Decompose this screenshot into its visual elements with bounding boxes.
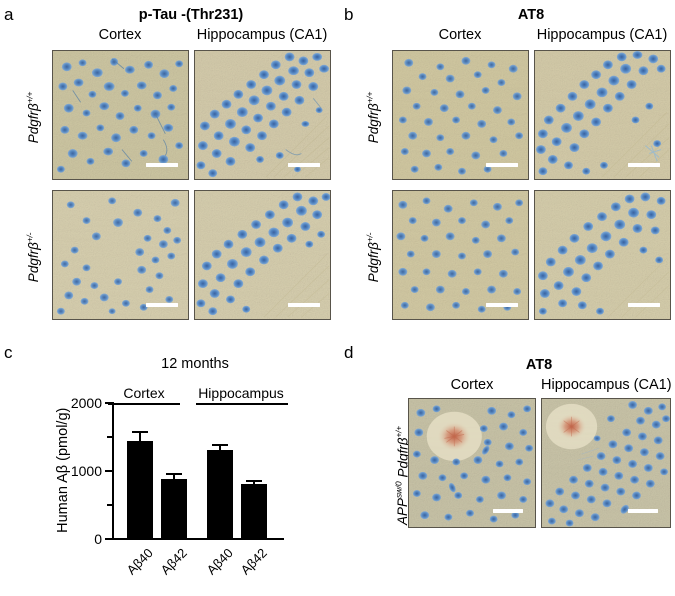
micrograph-d-hippocampus [541,398,671,528]
scale-bar-icon [146,303,178,307]
chart-bar-hippocampus-abeta42 [241,484,267,538]
scale-bar-icon [628,509,658,513]
chart-errorbar-cap-hippocampus-abeta42 [246,480,262,482]
chart-bar-cortex-abeta42 [161,479,187,538]
panel-d-column-cortex: Cortex [450,377,494,393]
scale-bar-icon [288,163,320,167]
chart-y-axis [112,402,114,540]
micrograph-b-hippocampus-wt [534,50,671,180]
panel-b-row-label-het: Pdgfrβ+/- [364,232,382,283]
scale-bar-icon [493,509,523,513]
panel-a-column-cortex: Cortex [98,27,142,43]
panel-b-row-label-wildtype: Pdgfrβ+/+ [364,91,382,144]
panel-letter-d: d [344,343,354,362]
chart-ytick-2000 [105,402,113,404]
chart-errorbar-cortex-abeta40 [139,431,141,450]
chart-errorbar-hippocampus-abeta42 [253,480,255,488]
chart-bar-cortex-abeta40 [127,441,153,538]
chart-ytick-1500 [107,436,113,438]
chart-errorbar-cap-cortex-abeta40 [132,431,148,433]
chart-ytick-1000 [105,470,113,472]
micrograph-a-cortex-het [52,190,189,320]
panel-d-stain-title: AT8 [525,357,553,373]
micrograph-a-hippocampus-wt [194,50,331,180]
chart-ytick-0 [105,538,113,540]
chart-group-header-hippocampus: Hippocampus [198,385,284,401]
chart-x-axis [112,538,284,540]
chart-errorbar-cortex-abeta42 [173,473,175,485]
chart-group-rule-hippocampus [196,403,288,405]
scale-bar-icon [146,163,178,167]
chart-errorbar-cap-hippocampus-abeta40 [212,444,228,446]
panel-a-column-hippocampus: Hippocampus (CA1) [196,27,328,43]
micrograph-a-cortex-wt [52,50,189,180]
scale-bar-icon [486,303,518,307]
panel-b-stain-title: AT8 [517,7,545,23]
chart-ytick-label-2000: 2000 [70,395,102,411]
micrograph-b-hippocampus-het [534,190,671,320]
panel-letter-b: b [344,5,354,24]
micrograph-d-cortex [408,398,536,528]
scale-bar-icon [628,163,660,167]
scale-bar-icon [288,303,320,307]
chart-ytick-500 [107,504,113,506]
chart-title: 12 months [161,356,229,372]
chart-errorbar-cap-cortex-abeta42 [166,473,182,475]
micrograph-b-cortex-het [392,190,529,320]
micrograph-a-hippocampus-het [194,190,331,320]
panel-letter-c: c [4,343,13,362]
panel-a-stain-title: p-Tau -(Thr231) [138,7,244,23]
chart-bar-hippocampus-abeta40 [207,450,233,538]
chart-group-rule-cortex [108,403,180,405]
chart-ytick-label-0: 0 [94,531,102,547]
panel-b-column-hippocampus: Hippocampus (CA1) [536,27,668,43]
panel-b-column-cortex: Cortex [438,27,482,43]
chart-group-header-cortex: Cortex [123,385,165,401]
panel-letter-a: a [4,5,14,24]
scale-bar-icon [628,303,660,307]
chart-plot-area: 2000 1000 0 Aβ40 Aβ42 Aβ40 Aβ42 [0,0,340,588]
chart-ytick-label-1000: 1000 [70,463,102,479]
scale-bar-icon [486,163,518,167]
chart-errorbar-hippocampus-abeta40 [219,444,221,455]
panel-d-column-hippocampus: Hippocampus (CA1) [541,377,672,393]
micrograph-b-cortex-wt [392,50,529,180]
